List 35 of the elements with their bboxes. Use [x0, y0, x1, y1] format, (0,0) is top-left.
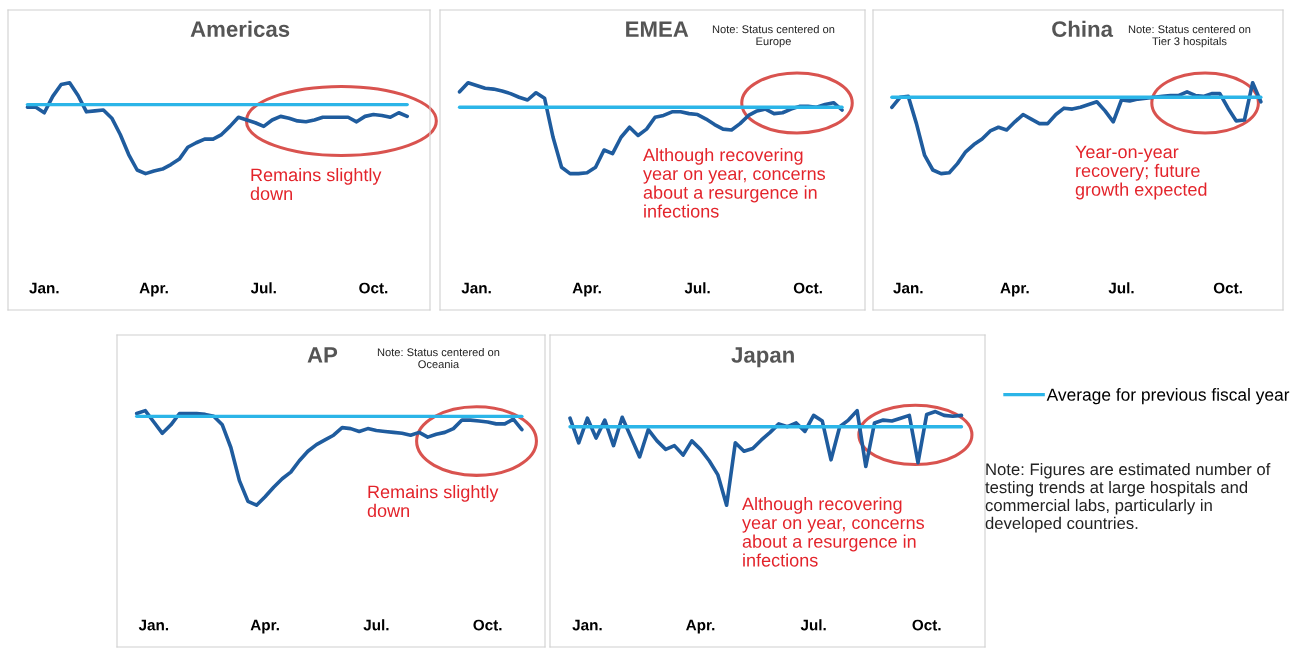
chart-title: Japan — [731, 347, 794, 368]
x-tick-label: Jul. — [363, 619, 389, 631]
chart-title: Americas — [190, 20, 290, 37]
x-tick-label: Apr. — [1000, 282, 1029, 297]
chart-subtitle: Note: Status centered on Tier 3 hospitals — [1128, 25, 1251, 48]
annotation: Although recovering year on year, concerns about a resurgence in infections — [643, 148, 826, 218]
x-tick-label: Jan. — [461, 282, 491, 294]
x-tick-label: Jan. — [138, 619, 169, 631]
x-tick-label: Apr. — [686, 619, 715, 634]
x-tick-label: Jul. — [1108, 282, 1134, 294]
annotation: Remains slightly down — [250, 168, 382, 201]
annotation: Although recovering year on year, concerns about a resurgence in infections — [742, 497, 925, 567]
chart-title: China — [1052, 20, 1114, 37]
legend-label: Average for previous fiscal year — [1046, 388, 1290, 405]
x-tick-label: Jan. — [29, 282, 59, 294]
x-tick-label: Apr. — [250, 619, 279, 634]
text: Note: Figures are estimated number of testing trends at large hospitals and commercial labs, particularly in developed countries. — [985, 463, 1271, 533]
annotation: Year-on-year recovery; future growth expected — [1075, 145, 1207, 200]
x-tick-label: Apr. — [139, 282, 168, 297]
x-tick-label: Oct. — [793, 282, 822, 294]
x-tick-label: Jul. — [684, 282, 710, 294]
x-tick-label: Oct. — [912, 619, 941, 631]
x-tick-label: Jul. — [250, 282, 276, 294]
x-tick-label: Apr. — [572, 282, 601, 297]
chart-title: EMEA — [626, 21, 689, 37]
annotation: Remains slightly down — [367, 485, 499, 518]
x-tick-label: Jul. — [800, 619, 826, 631]
x-tick-label: Oct. — [1213, 282, 1242, 294]
x-tick-label: Jan. — [572, 619, 602, 631]
chart-subtitle: Note: Status centered on Oceania — [377, 348, 500, 369]
chart-title: AP — [307, 347, 338, 363]
x-tick-label: Oct. — [473, 619, 502, 631]
chart-subtitle: Note: Status centered on Europe — [712, 25, 835, 48]
x-tick-label: Jan. — [893, 282, 923, 294]
x-tick-label: Oct. — [359, 282, 388, 294]
